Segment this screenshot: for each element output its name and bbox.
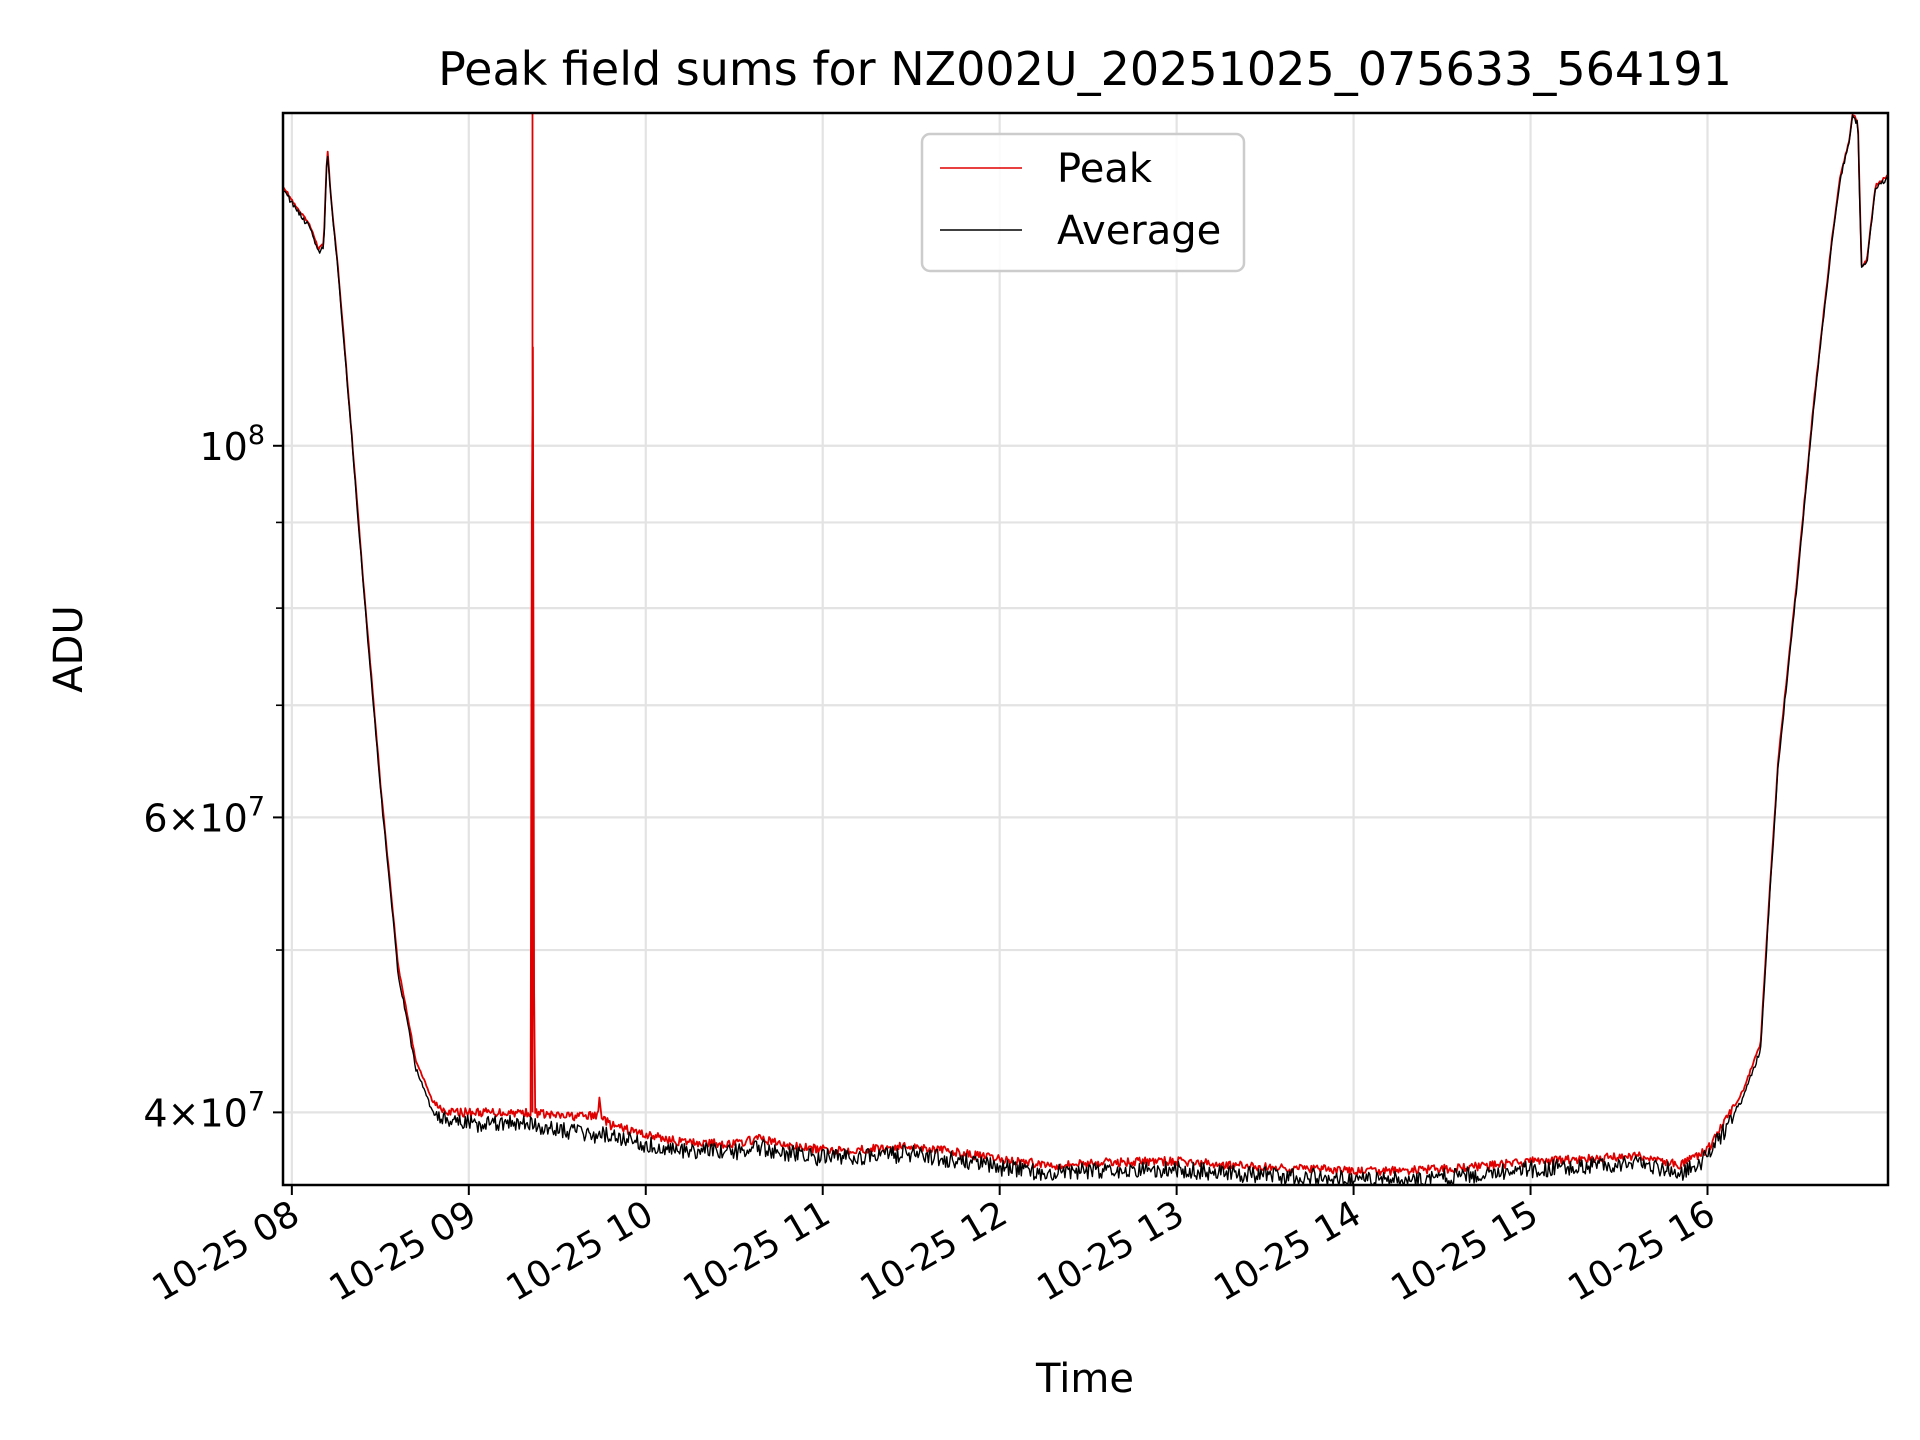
legend-average-label: Average <box>1057 208 1221 254</box>
series-peak-line <box>283 113 1888 1176</box>
legend-peak-label: Peak <box>1057 146 1153 192</box>
y-tick-label: 6×107 <box>143 791 265 840</box>
y-tick-label: 4×107 <box>143 1086 265 1135</box>
series-layer <box>283 113 1888 1185</box>
y-axis-label: ADU <box>46 605 92 692</box>
plot-frame <box>281 111 1890 1187</box>
series-average-line <box>283 114 1888 1185</box>
legend: Peak Average <box>920 132 1246 273</box>
x-axis-label: Time <box>1035 1356 1134 1402</box>
y-axis-ticks: 4×107 6×107 108 <box>143 420 283 1135</box>
grid-lines <box>283 113 1888 1185</box>
chart-title: Peak field sums for NZ002U_20251025_0756… <box>438 42 1732 96</box>
y-tick-label: 108 <box>199 420 265 469</box>
